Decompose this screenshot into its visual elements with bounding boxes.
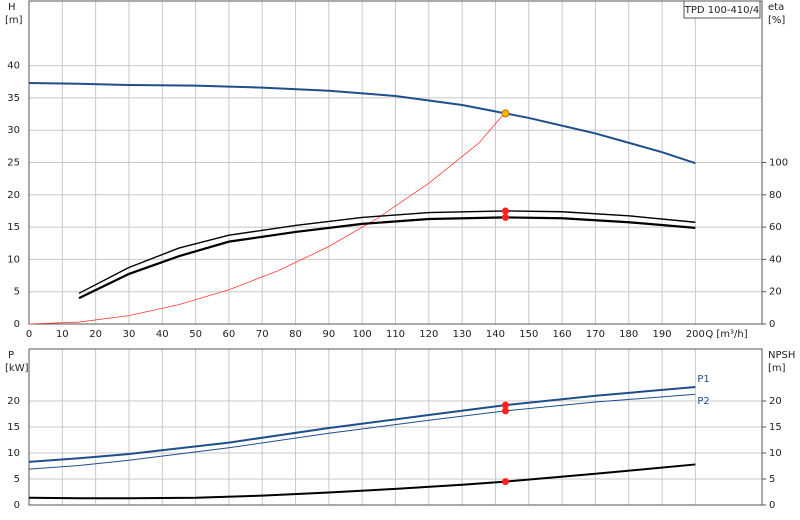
y-axis-unit: [m] bbox=[5, 15, 23, 26]
x-tick-label: 170 bbox=[586, 329, 605, 340]
y-tick-label: 0 bbox=[14, 319, 20, 330]
y-tick-label: 30 bbox=[7, 125, 20, 136]
x-tick-label: 90 bbox=[322, 329, 335, 340]
y-axis-unit: [kW] bbox=[5, 363, 29, 374]
x-tick-label: 150 bbox=[519, 329, 538, 340]
curve bbox=[28, 393, 696, 470]
x-tick-label: 50 bbox=[189, 329, 202, 340]
curve bbox=[28, 385, 696, 463]
y2-axis-label: NPSH bbox=[768, 350, 795, 361]
operating-point bbox=[501, 401, 509, 409]
y-tick-label: 5 bbox=[14, 474, 20, 485]
curve bbox=[28, 463, 696, 500]
curve bbox=[78, 216, 696, 300]
x-tick-label: 40 bbox=[156, 329, 169, 340]
y-tick-label: 25 bbox=[7, 158, 20, 169]
y-tick-label: 20 bbox=[7, 396, 20, 407]
x-tick-label: 200 bbox=[686, 329, 705, 340]
x-tick-label: 140 bbox=[486, 329, 505, 340]
x-tick-label: 160 bbox=[553, 329, 572, 340]
operating-point bbox=[501, 207, 509, 215]
y-tick-label: 15 bbox=[7, 222, 20, 233]
operating-point bbox=[501, 213, 509, 221]
x-axis-label: Q [m³/h] bbox=[705, 329, 747, 340]
y-tick-label: 10 bbox=[7, 448, 20, 459]
y2-tick-label: 5 bbox=[769, 474, 775, 485]
y-tick-label: 0 bbox=[14, 500, 20, 511]
y-axis-label: H bbox=[8, 2, 16, 13]
x-tick-label: 60 bbox=[223, 329, 236, 340]
x-tick-label: 30 bbox=[123, 329, 136, 340]
operating-point bbox=[501, 407, 509, 415]
y2-tick-label: 100 bbox=[769, 158, 788, 169]
y-tick-label: 15 bbox=[7, 422, 20, 433]
y2-tick-label: 40 bbox=[769, 254, 782, 265]
x-tick-label: 70 bbox=[256, 329, 269, 340]
y-tick-label: 20 bbox=[7, 190, 20, 201]
operating-point bbox=[501, 109, 510, 118]
series-label: P2 bbox=[697, 396, 709, 407]
x-tick-label: 10 bbox=[56, 329, 69, 340]
plot-frame bbox=[28, 0, 763, 325]
y2-tick-label: 0 bbox=[769, 500, 775, 511]
y2-axis-unit: [m] bbox=[768, 363, 786, 374]
pump-label: TPD 100-410/4 bbox=[684, 5, 760, 16]
y2-tick-label: 15 bbox=[769, 422, 782, 433]
plot-frame bbox=[28, 348, 763, 506]
series-label: P1 bbox=[697, 374, 709, 385]
y2-tick-label: 10 bbox=[769, 448, 782, 459]
operating-point bbox=[501, 478, 509, 486]
y2-tick-label: 0 bbox=[769, 319, 775, 330]
x-tick-label: 0 bbox=[26, 329, 32, 340]
y-tick-label: 40 bbox=[7, 61, 20, 72]
x-tick-label: 190 bbox=[652, 329, 671, 340]
y-tick-label: 5 bbox=[14, 287, 20, 298]
x-tick-label: 20 bbox=[89, 329, 102, 340]
label-box bbox=[683, 0, 761, 19]
y-axis-label: P bbox=[8, 350, 14, 361]
x-tick-label: 180 bbox=[619, 329, 638, 340]
y-tick-label: 10 bbox=[7, 254, 20, 265]
x-tick-label: 110 bbox=[386, 329, 405, 340]
x-tick-label: 130 bbox=[453, 329, 472, 340]
y2-axis-label: eta bbox=[768, 2, 784, 13]
x-tick-label: 100 bbox=[353, 329, 372, 340]
y2-tick-label: 60 bbox=[769, 222, 782, 233]
curve bbox=[28, 82, 696, 165]
y2-axis-unit: [%] bbox=[768, 15, 785, 26]
curve bbox=[78, 210, 696, 294]
y2-tick-label: 20 bbox=[769, 396, 782, 407]
x-tick-label: 120 bbox=[419, 329, 438, 340]
y2-tick-label: 80 bbox=[769, 190, 782, 201]
x-tick-label: 80 bbox=[289, 329, 302, 340]
curve bbox=[28, 111, 506, 325]
y-tick-label: 35 bbox=[7, 93, 20, 104]
y2-tick-label: 20 bbox=[769, 287, 782, 298]
